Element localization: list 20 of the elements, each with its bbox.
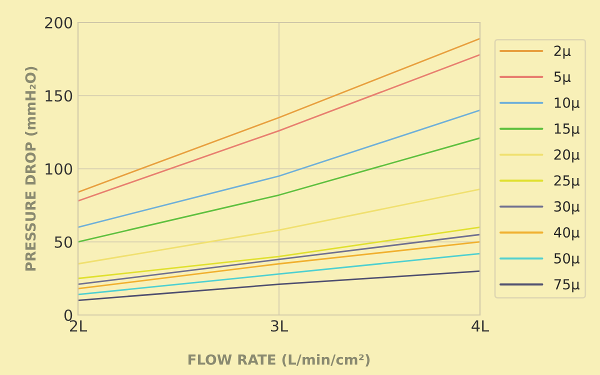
legend-label: 50μ <box>554 253 580 266</box>
legend-label: 30μ <box>554 201 580 214</box>
x-tick-label: 2L <box>70 320 88 332</box>
y-axis-title: PRESSURE DROP (mmH₂O) <box>24 66 38 271</box>
y-tick-label: 150 <box>46 90 72 102</box>
legend-label: 5μ <box>554 72 571 85</box>
y-tick-label: 0 <box>64 309 72 322</box>
y-tick-label: 50 <box>54 236 72 248</box>
legend-label: 40μ <box>554 227 580 240</box>
legend-label: 2μ <box>554 46 571 59</box>
legend-label: 25μ <box>554 175 580 188</box>
legend-label: 75μ <box>554 279 580 292</box>
x-tick-label: 3L <box>271 320 288 332</box>
legend-label: 20μ <box>554 149 580 162</box>
y-tick-label: 200 <box>45 16 72 29</box>
y-tick-label: 100 <box>46 163 72 175</box>
x-tick-label: 4L <box>472 320 490 332</box>
legend-label: 10μ <box>554 97 580 111</box>
x-axis-title: FLOW RATE (L/min/cm²) <box>188 354 370 366</box>
legend-label: 15μ <box>554 124 580 137</box>
